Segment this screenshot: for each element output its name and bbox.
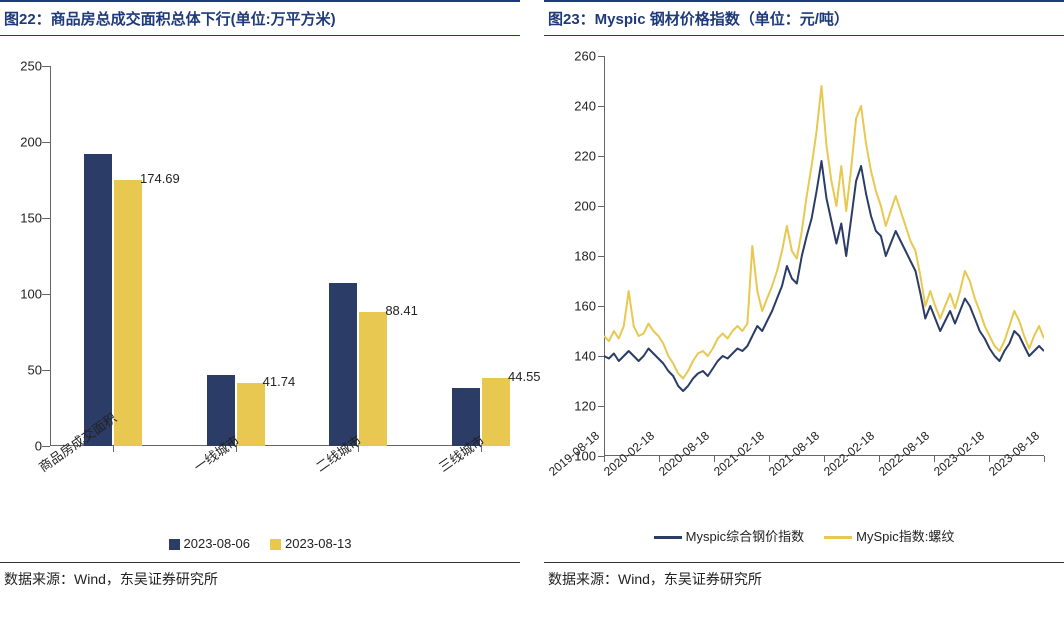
bar-xtick: [113, 446, 114, 452]
line-ytick-label: 200: [556, 199, 596, 214]
bar-ytick: [42, 218, 50, 219]
bar-y-axis: [50, 66, 51, 446]
line-ytick-label: 220: [556, 149, 596, 164]
bar-ytick: [42, 66, 50, 67]
bar-value-label: 174.69: [140, 171, 180, 186]
bar-ytick: [42, 294, 50, 295]
bar-series2: [237, 383, 265, 446]
legend-swatch: [169, 539, 180, 550]
bar-ytick-label: 50: [2, 363, 42, 378]
line-xtick: [879, 456, 880, 462]
line-ytick-label: 240: [556, 99, 596, 114]
bar-value-label: 41.74: [263, 374, 296, 389]
bar-ytick-label: 0: [2, 439, 42, 454]
line-series-svg: [604, 56, 1044, 456]
bar-series2: [359, 312, 387, 446]
line-legend-item: Myspic综合钢价指数: [654, 526, 804, 545]
line-ytick-label: 120: [556, 399, 596, 414]
right-footer-rule: [544, 562, 1064, 563]
bar-ytick-label: 100: [2, 287, 42, 302]
bar-ytick-label: 250: [2, 59, 42, 74]
bar-legend: 2023-08-06 2023-08-13: [10, 536, 510, 551]
line-xtick: [1044, 456, 1045, 462]
bar-ytick: [42, 370, 50, 371]
bar-value-label: 88.41: [385, 303, 418, 318]
line-ytick-label: 260: [556, 49, 596, 64]
bar-series1: [84, 154, 112, 446]
line-legend: Myspic综合钢价指数 MySpic指数:螺纹: [554, 526, 1054, 545]
line-xtick: [769, 456, 770, 462]
left-chart-area: 050100150200250174.69商品房成交面积41.74一线城市88.…: [0, 36, 520, 556]
line-xtick: [659, 456, 660, 462]
line-plot: 1001201401601802002202402602019-08-18202…: [604, 56, 1044, 456]
line-xtick: [604, 456, 605, 462]
line-series-path: [604, 86, 1044, 379]
legend-dash: [654, 536, 682, 539]
line-xtick: [824, 456, 825, 462]
line-xtick: [989, 456, 990, 462]
left-title: 图22：商品房总成交面积总体下行(单位:万平方米): [0, 0, 520, 36]
legend-label: Myspic综合钢价指数: [686, 529, 804, 544]
line-series-path: [604, 161, 1044, 391]
bar-ytick: [42, 142, 50, 143]
line-ytick-label: 160: [556, 299, 596, 314]
left-source: 数据来源：Wind，东吴证券研究所: [0, 567, 520, 591]
bar-ytick: [42, 446, 50, 447]
legend-label: 2023-08-06: [184, 536, 251, 551]
line-legend-item: MySpic指数:螺纹: [824, 526, 954, 545]
bar-series2: [482, 378, 510, 446]
left-panel: 图22：商品房总成交面积总体下行(单位:万平方米) 05010015020025…: [0, 0, 520, 639]
line-ytick-label: 180: [556, 249, 596, 264]
line-xtick: [934, 456, 935, 462]
bar-value-label: 44.55: [508, 369, 541, 384]
bar-legend-item: 2023-08-06: [169, 536, 251, 551]
bar-plot: 050100150200250174.69商品房成交面积41.74一线城市88.…: [50, 66, 510, 446]
legend-label: MySpic指数:螺纹: [856, 529, 954, 544]
line-ytick-label: 140: [556, 349, 596, 364]
right-chart-area: 1001201401601802002202402602019-08-18202…: [544, 36, 1064, 556]
line-xtick: [714, 456, 715, 462]
bar-series1: [329, 283, 357, 446]
legend-label: 2023-08-13: [285, 536, 352, 551]
left-footer-rule: [0, 562, 520, 563]
bar-series2: [114, 180, 142, 446]
right-title: 图23：Myspic 钢材价格指数（单位：元/吨）: [544, 0, 1064, 36]
legend-dash: [824, 536, 852, 539]
bar-ytick-label: 150: [2, 211, 42, 226]
bar-legend-item: 2023-08-13: [270, 536, 352, 551]
bar-ytick-label: 200: [2, 135, 42, 150]
right-panel: 图23：Myspic 钢材价格指数（单位：元/吨） 10012014016018…: [544, 0, 1064, 639]
right-source: 数据来源：Wind，东吴证券研究所: [544, 567, 1064, 591]
legend-swatch: [270, 539, 281, 550]
